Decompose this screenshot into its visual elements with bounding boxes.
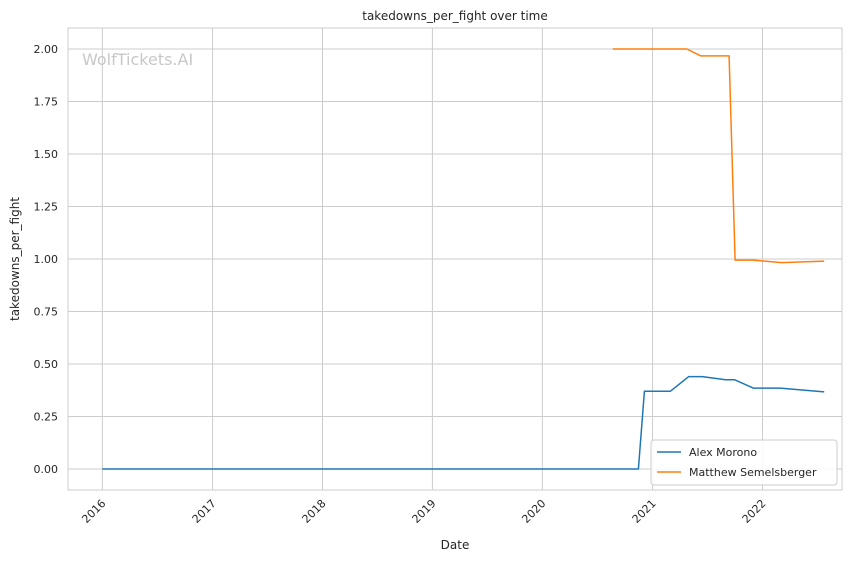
y-tick-label: 0.50 (34, 358, 59, 371)
legend-box (650, 439, 838, 486)
y-tick-label: 1.00 (34, 253, 59, 266)
y-tick-label: 2.00 (34, 43, 59, 56)
x-tick-label: 2020 (519, 497, 548, 526)
x-tick-label: 2016 (79, 497, 108, 526)
y-tick-label: 0.25 (34, 411, 59, 424)
y-tick-label: 1.25 (34, 201, 59, 214)
chart-title: takedowns_per_fight over time (362, 9, 548, 23)
series-line-alex-morono (102, 375, 825, 470)
x-tick-label: 2022 (740, 497, 769, 526)
y-axis-title: takedowns_per_fight (8, 197, 22, 321)
series-line-matthew-semelsberger (612, 48, 825, 264)
x-axis-ticks: 2016 2017 2018 2019 2020 2021 2022 (79, 497, 768, 526)
x-axis-title: Date (441, 538, 470, 552)
plot-area-frame (67, 27, 843, 491)
y-tick-label: 0.75 (34, 306, 59, 319)
grid (68, 28, 842, 490)
series-lines (102, 48, 825, 470)
legend-label-alex-morono: Alex Morono (689, 446, 757, 459)
y-axis-ticks: 0.00 0.25 0.50 0.75 1.00 1.25 1.50 1.75 2.00 (34, 43, 59, 476)
x-tick-label: 2019 (410, 497, 439, 526)
x-tick-label: 2017 (190, 497, 219, 526)
y-tick-label: 1.50 (34, 148, 59, 161)
watermark-text: WolfTickets.AI (82, 50, 193, 69)
x-tick-label: 2021 (630, 497, 659, 526)
x-tick-label: 2018 (300, 497, 329, 526)
y-tick-label: 0.00 (34, 463, 59, 476)
legend-label-matthew-semelsberger: Matthew Semelsberger (689, 466, 817, 479)
y-tick-label: 1.75 (34, 96, 59, 109)
legend: Alex Morono Matthew Semelsberger (650, 439, 838, 486)
